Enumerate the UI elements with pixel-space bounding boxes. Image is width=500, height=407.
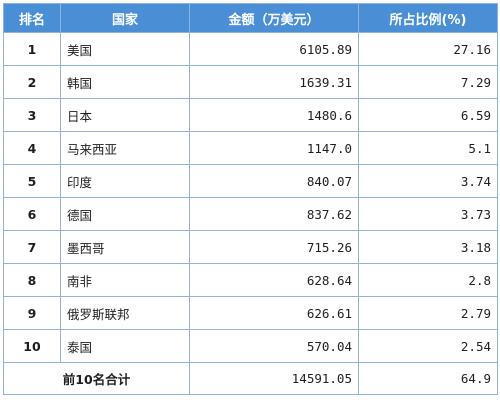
header-row: 排名 国家 金额（万美元） 所占比例(%) xyxy=(3,3,498,33)
share-cell: 7.29 xyxy=(358,65,498,99)
share-cell: 2.79 xyxy=(358,296,498,330)
total-label: 前10名合计 xyxy=(3,362,190,395)
amount-cell: 1639.31 xyxy=(189,65,359,99)
country-cell: 印度 xyxy=(60,164,190,198)
total-amount: 14591.05 xyxy=(189,362,359,395)
rank-cell: 1 xyxy=(3,32,61,66)
total-share: 64.9 xyxy=(358,362,498,395)
rank-cell: 9 xyxy=(3,296,61,330)
share-cell: 2.8 xyxy=(358,263,498,297)
amount-cell: 840.07 xyxy=(189,164,359,198)
share-cell: 3.18 xyxy=(358,230,498,264)
rank-cell: 6 xyxy=(3,197,61,231)
header-share: 所占比例(%) xyxy=(358,3,498,33)
table-row: 7 墨西哥 715.26 3.18 xyxy=(3,230,498,264)
table-row: 1 美国 6105.89 27.16 xyxy=(3,32,498,66)
share-cell: 27.16 xyxy=(358,32,498,66)
share-cell: 5.1 xyxy=(358,131,498,165)
total-row: 前10名合计 14591.05 64.9 xyxy=(3,362,498,395)
rank-cell: 4 xyxy=(3,131,61,165)
amount-cell: 626.61 xyxy=(189,296,359,330)
rank-cell: 3 xyxy=(3,98,61,132)
amount-cell: 715.26 xyxy=(189,230,359,264)
country-cell: 墨西哥 xyxy=(60,230,190,264)
amount-cell: 6105.89 xyxy=(189,32,359,66)
country-cell: 马来西亚 xyxy=(60,131,190,165)
share-cell: 3.73 xyxy=(358,197,498,231)
header-amount: 金额（万美元） xyxy=(189,3,359,33)
rank-cell: 7 xyxy=(3,230,61,264)
table-row: 2 韩国 1639.31 7.29 xyxy=(3,65,498,99)
share-cell: 2.54 xyxy=(358,329,498,363)
country-cell: 泰国 xyxy=(60,329,190,363)
table-row: 8 南非 628.64 2.8 xyxy=(3,263,498,297)
amount-cell: 570.04 xyxy=(189,329,359,363)
table-row: 6 德国 837.62 3.73 xyxy=(3,197,498,231)
table-row: 5 印度 840.07 3.74 xyxy=(3,164,498,198)
country-cell: 韩国 xyxy=(60,65,190,99)
share-cell: 3.74 xyxy=(358,164,498,198)
table-row: 10 泰国 570.04 2.54 xyxy=(3,329,498,363)
table-row: 4 马来西亚 1147.0 5.1 xyxy=(3,131,498,165)
amount-cell: 837.62 xyxy=(189,197,359,231)
amount-cell: 1147.0 xyxy=(189,131,359,165)
country-cell: 德国 xyxy=(60,197,190,231)
share-cell: 6.59 xyxy=(358,98,498,132)
country-cell: 南非 xyxy=(60,263,190,297)
rank-cell: 8 xyxy=(3,263,61,297)
country-cell: 日本 xyxy=(60,98,190,132)
table-row: 9 俄罗斯联邦 626.61 2.79 xyxy=(3,296,498,330)
amount-cell: 1480.6 xyxy=(189,98,359,132)
country-cell: 美国 xyxy=(60,32,190,66)
rank-cell: 2 xyxy=(3,65,61,99)
header-country: 国家 xyxy=(60,3,190,33)
ranking-table: 排名 国家 金额（万美元） 所占比例(%) 1 美国 6105.89 27.16 2 韩国… xyxy=(3,3,498,395)
rank-cell: 5 xyxy=(3,164,61,198)
amount-cell: 628.64 xyxy=(189,263,359,297)
table-body: 1 美国 6105.89 27.16 2 韩国 1639.31 7.29 3 日本 1480.6 6.… xyxy=(3,32,498,395)
country-cell: 俄罗斯联邦 xyxy=(60,296,190,330)
table-header: 排名 国家 金额（万美元） 所占比例(%) xyxy=(3,3,498,33)
table-row: 3 日本 1480.6 6.59 xyxy=(3,98,498,132)
rank-cell: 10 xyxy=(3,329,61,363)
header-rank: 排名 xyxy=(3,3,61,33)
